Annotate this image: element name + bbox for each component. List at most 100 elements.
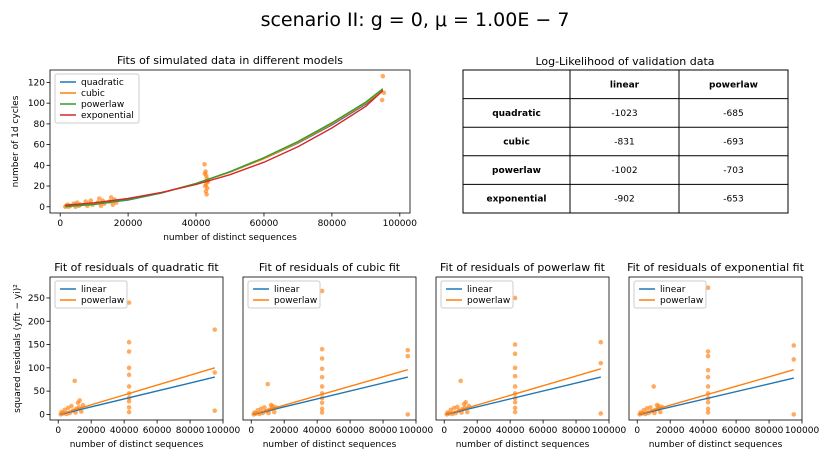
x-tick-label: 100000	[383, 219, 418, 229]
chart-0: Fits of simulated data in different mode…	[11, 54, 417, 243]
data-point	[319, 366, 325, 372]
x-axis-label: number of distinct sequences	[456, 440, 590, 450]
data-point	[126, 409, 132, 415]
x-tick-label: 60000	[143, 426, 172, 436]
data-point	[705, 399, 711, 405]
data-point	[512, 405, 518, 411]
x-tick-label: 100000	[785, 426, 820, 436]
legend-label: powerlaw	[467, 296, 510, 306]
data-point	[791, 412, 797, 417]
legend-box	[54, 73, 140, 124]
data-point	[72, 378, 78, 384]
data-point	[705, 353, 711, 359]
table-cell: -693	[723, 138, 743, 148]
legend-label: linear	[660, 285, 686, 295]
x-axis-label: number of distinct sequences	[70, 440, 204, 450]
data-point	[512, 365, 518, 371]
table-row-label: cubic	[503, 138, 530, 148]
chart-4: Fit of residuals of exponential fit 0 2000…	[627, 261, 819, 450]
data-point	[405, 412, 411, 417]
data-point	[705, 410, 711, 415]
table-row-label: exponential	[487, 195, 547, 205]
series-line-powerlaw	[59, 367, 216, 415]
x-tick-label: 60000	[529, 426, 558, 436]
legend-box	[247, 280, 321, 309]
series-line-powerlaw	[252, 369, 408, 415]
x-tick-label: 80000	[318, 219, 347, 229]
data-point	[110, 202, 116, 208]
x-tick-label: 80000	[755, 426, 784, 436]
legend-label: linear	[274, 285, 300, 295]
data-point	[458, 378, 464, 384]
data-point	[455, 404, 460, 410]
table-col-header: linear	[610, 80, 640, 90]
data-point	[212, 408, 218, 413]
x-tick-label: 60000	[722, 426, 751, 436]
chart-1: Fit of residuals of quadratic fit 0 20000 4…	[13, 261, 240, 450]
x-tick-label: 40000	[496, 426, 525, 436]
legend-box	[54, 280, 128, 309]
data-point	[512, 384, 518, 389]
data-point	[512, 373, 518, 379]
data-point	[88, 198, 94, 203]
data-point	[319, 410, 325, 415]
chart-3: Fit of residuals of powerlaw fit 0 20000 40…	[435, 261, 626, 450]
data-point	[126, 349, 132, 354]
y-tick-label: 150	[28, 341, 45, 351]
data-point	[319, 288, 325, 294]
x-tick-label: 20000	[463, 426, 492, 436]
x-axis-label: number of distinct sequences	[163, 233, 297, 243]
data-point	[512, 295, 518, 301]
data-point	[204, 192, 209, 197]
legend-label: linear	[81, 285, 107, 295]
y-tick-label: 40	[34, 161, 46, 171]
legend-label: linear	[467, 285, 493, 295]
data-point	[598, 339, 604, 345]
y-tick-label: 60	[34, 141, 46, 151]
data-point	[69, 403, 74, 409]
data-point	[212, 327, 218, 332]
legend-label: quadratic	[81, 78, 124, 88]
x-tick-label: 100000	[399, 426, 434, 436]
data-point	[266, 410, 271, 416]
data-point	[126, 399, 132, 404]
table-border	[462, 69, 789, 214]
legend-label: cubic	[81, 89, 105, 99]
y-tick-label: 100	[28, 99, 45, 109]
x-tick-label: 0	[248, 426, 254, 436]
data-point	[319, 356, 325, 361]
chart-title: Fit of residuals of exponential fit	[627, 261, 805, 274]
x-tick-label: 20000	[114, 219, 143, 229]
table-cell: -1002	[611, 166, 637, 176]
data-point	[272, 409, 277, 415]
data-point	[262, 405, 267, 410]
loglik-table: Log-Likelihood of validation data linear…	[462, 55, 789, 214]
series-line-powerlaw	[65, 88, 384, 208]
x-tick-label: 40000	[303, 426, 332, 436]
series-line-linear	[638, 377, 794, 416]
x-tick-label: 80000	[562, 426, 591, 436]
legend-label: powerlaw	[660, 296, 703, 306]
chart-2: Fit of residuals of cubic fit 0 20000 40000…	[242, 261, 434, 450]
data-point	[512, 351, 518, 357]
x-tick-label: 0	[634, 426, 640, 436]
data-point	[405, 347, 411, 353]
chart-title: Fit of residuals of quadratic fit	[54, 261, 219, 274]
data-point	[202, 161, 207, 167]
data-point	[126, 372, 132, 378]
table-col-header: powerlaw	[709, 80, 758, 90]
y-axis-label: number of 1d cycles	[11, 95, 21, 187]
data-point	[265, 381, 271, 387]
y-tick-label: 100	[28, 364, 45, 374]
data-point	[705, 367, 711, 373]
data-point	[651, 384, 657, 389]
series-line-exponential	[65, 90, 384, 206]
y-tick-label: 200	[28, 317, 45, 327]
figure-title: scenario II: g = 0, μ = 1.00E − 7	[261, 9, 570, 31]
x-tick-label: 100000	[206, 426, 241, 436]
table-cell: -902	[614, 195, 634, 205]
table-row-label: quadratic	[492, 109, 541, 119]
data-point	[648, 405, 653, 410]
table-cell: -653	[723, 195, 743, 205]
